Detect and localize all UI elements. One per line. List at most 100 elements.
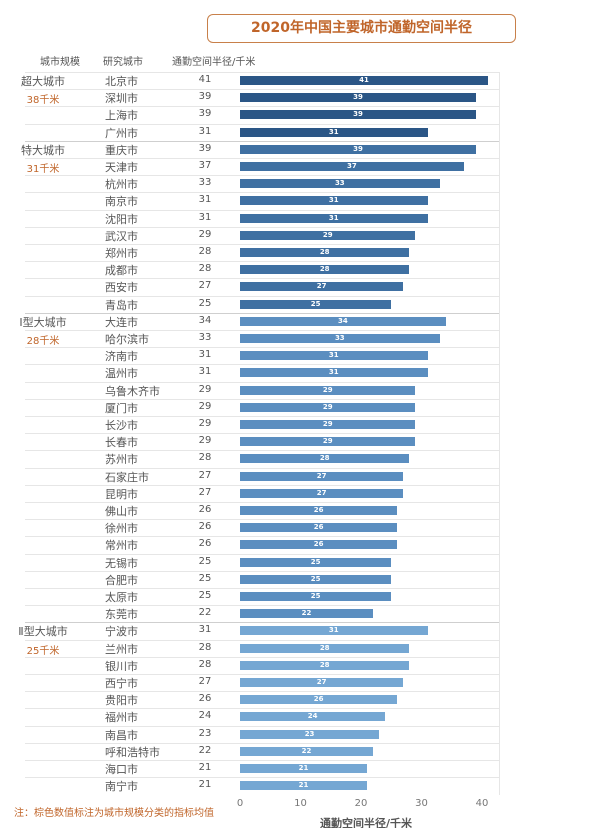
- table-row: [25, 89, 500, 106]
- table-row: [25, 261, 500, 278]
- radius-value: 26: [198, 504, 212, 515]
- group-average: 28千米: [26, 336, 60, 347]
- x-tick-label: 40: [475, 798, 489, 809]
- radius-value: 22: [198, 744, 212, 756]
- radius-value: 26: [198, 538, 212, 550]
- radius-value: 29: [198, 418, 212, 429]
- bar: 23: [240, 729, 380, 739]
- radius-value: 29: [198, 383, 212, 395]
- radius-value: 31: [198, 349, 212, 361]
- chart-title: 2020年中国主要城市通勤空间半径: [207, 14, 516, 43]
- radius-value: 21: [198, 762, 212, 773]
- bar: 39: [240, 93, 476, 103]
- radius-value: 25: [198, 572, 212, 584]
- bar: 27: [240, 678, 404, 687]
- table-row: [25, 416, 500, 433]
- table-row: [25, 381, 500, 399]
- city-name: 兰州市: [105, 642, 138, 656]
- bar: 26: [240, 523, 398, 533]
- bar: 31: [240, 368, 428, 378]
- city-name: 郑州市: [105, 247, 138, 260]
- table-row: [25, 656, 500, 674]
- bar: 31: [240, 213, 428, 223]
- x-tick-label: 30: [415, 798, 428, 809]
- city-name: 无锡市: [105, 556, 138, 570]
- radius-value: 26: [198, 521, 212, 533]
- radius-value: 28: [198, 246, 212, 257]
- radius-value: 25: [198, 297, 212, 309]
- bar: 37: [240, 162, 464, 171]
- bar: 39: [240, 110, 476, 120]
- city-name: 昆明市: [105, 487, 138, 501]
- table-row: [25, 725, 500, 743]
- bar: 28: [240, 248, 410, 257]
- bar: 21: [240, 764, 368, 773]
- header-city-scale: 城市规模: [40, 57, 80, 68]
- header-radius: 通勤空间半径/千米: [172, 57, 256, 68]
- table-row: [25, 158, 500, 175]
- table-row: [25, 398, 500, 416]
- city-name: 呼和浩特市: [105, 745, 160, 759]
- group-label: 特大城市: [21, 143, 65, 157]
- radius-value: 37: [198, 160, 212, 171]
- city-name: 温州市: [105, 367, 138, 381]
- header-city: 研究城市: [103, 57, 143, 68]
- radius-value: 27: [198, 469, 212, 481]
- table-row: [25, 622, 500, 639]
- table-row: [25, 72, 500, 89]
- table-row: [25, 312, 500, 330]
- city-name: 宁波市: [105, 625, 138, 639]
- table-row: [25, 742, 500, 760]
- city-name: 上海市: [105, 109, 138, 123]
- radius-value: 23: [198, 727, 212, 739]
- bar: 26: [240, 695, 398, 705]
- radius-value: 33: [198, 177, 212, 189]
- table-row: [25, 484, 500, 502]
- table-row: [25, 123, 500, 141]
- radius-value: 31: [198, 211, 212, 223]
- table-row: [25, 691, 500, 708]
- bar: 31: [240, 127, 428, 137]
- table-row: [25, 140, 500, 158]
- radius-value: 29: [198, 435, 212, 447]
- bar: 29: [240, 402, 416, 412]
- radius-value: 28: [198, 658, 212, 670]
- radius-value: 27: [198, 486, 212, 498]
- bar: 29: [240, 420, 416, 429]
- radius-value: 31: [198, 366, 212, 378]
- table-row: [25, 175, 500, 192]
- radius-value: 25: [198, 590, 212, 601]
- city-name: 西宁市: [105, 677, 138, 690]
- radius-value: 27: [198, 676, 212, 687]
- bar: 28: [240, 660, 410, 670]
- bar: 25: [240, 574, 392, 584]
- bar: 22: [240, 609, 374, 619]
- city-name: 沈阳市: [105, 212, 138, 226]
- radius-value: 29: [198, 400, 212, 412]
- table-row: [25, 760, 500, 777]
- city-name: 南京市: [105, 195, 138, 209]
- table-row: [25, 519, 500, 536]
- radius-value: 39: [198, 142, 212, 154]
- bar: 34: [240, 316, 446, 326]
- radius-value: 29: [198, 228, 212, 240]
- table-row: [25, 553, 500, 571]
- bar: 22: [240, 746, 374, 756]
- city-name: 西安市: [105, 281, 138, 295]
- city-name: 青岛市: [105, 298, 138, 312]
- city-name: 佛山市: [105, 505, 138, 518]
- bar: 29: [240, 230, 416, 240]
- x-tick-label: 10: [294, 798, 307, 809]
- bar: 33: [240, 179, 440, 189]
- city-name: 天津市: [105, 161, 138, 174]
- city-name: 乌鲁木齐市: [105, 384, 160, 398]
- radius-value: 31: [198, 624, 212, 636]
- table-row: [25, 226, 500, 244]
- city-name: 杭州市: [105, 178, 138, 192]
- table-row: [25, 106, 500, 123]
- bar: 33: [240, 334, 440, 343]
- table-row: [25, 605, 500, 622]
- city-name: 长沙市: [105, 419, 138, 432]
- table-row: [25, 777, 500, 794]
